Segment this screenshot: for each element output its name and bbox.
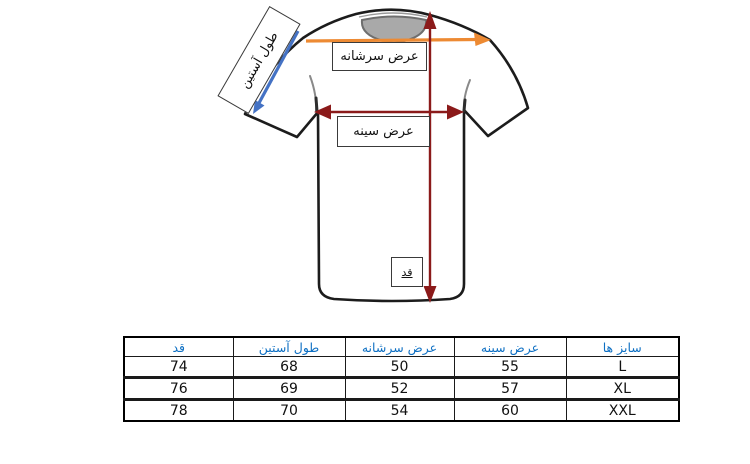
cell-shoulder: 54: [344, 398, 455, 422]
table-row-size-l: L 55 50 68 74: [123, 356, 680, 378]
shoulder-width-label: عرض سرشانه: [332, 42, 427, 71]
shoulder-width-arrow: [305, 32, 491, 46]
col-header-chest-width: عرض سینه: [453, 336, 567, 357]
cell-sleeve: 68: [232, 356, 346, 378]
cell-size: XXL: [565, 398, 680, 422]
shoulder-width-label-text: عرض سرشانه: [340, 49, 419, 64]
right-armpit-shade-dark: [462, 98, 467, 113]
height-arrow: [423, 11, 437, 303]
size-table: سایز ها عرض سینه عرض سرشانه طول آستین قد…: [123, 336, 680, 422]
cell-height: 78: [123, 398, 234, 422]
cell-height: 76: [123, 376, 234, 400]
chest-width-arrow: [314, 104, 464, 120]
cell-size: XL: [565, 376, 680, 400]
cell-height: 74: [123, 356, 234, 378]
chest-width-label-text: عرض سینه: [353, 124, 414, 139]
height-label-text: قد: [401, 265, 413, 279]
col-header-height: قد: [123, 336, 234, 357]
cell-chest: 60: [453, 398, 567, 422]
cell-chest: 55: [453, 356, 567, 378]
col-header-shoulder-width: عرض سرشانه: [344, 336, 455, 357]
cell-sleeve: 70: [232, 398, 346, 422]
size-table-header-row: سایز ها عرض سینه عرض سرشانه طول آستین قد: [123, 336, 680, 357]
cell-size: L: [565, 356, 680, 378]
col-header-sleeve-length: طول آستین: [232, 336, 346, 357]
sleeve-length-arrow: [253, 30, 300, 114]
collar-icon: [360, 15, 428, 45]
table-row-size-xxl: XXL 60 54 70 78: [123, 398, 680, 422]
cell-chest: 57: [453, 376, 567, 400]
tshirt-outline: [243, 8, 530, 303]
collar-band: [358, 12, 428, 18]
chest-width-label: عرض سینه: [337, 116, 430, 147]
cell-shoulder: 52: [344, 376, 455, 400]
cell-sleeve: 69: [232, 376, 346, 400]
col-header-sizes: سایز ها: [565, 336, 680, 357]
left-armpit-shade-dark: [314, 96, 319, 113]
cell-shoulder: 50: [344, 356, 455, 378]
height-label: قد: [391, 257, 423, 287]
table-row-size-xl: XL 57 52 69 76: [123, 376, 680, 400]
